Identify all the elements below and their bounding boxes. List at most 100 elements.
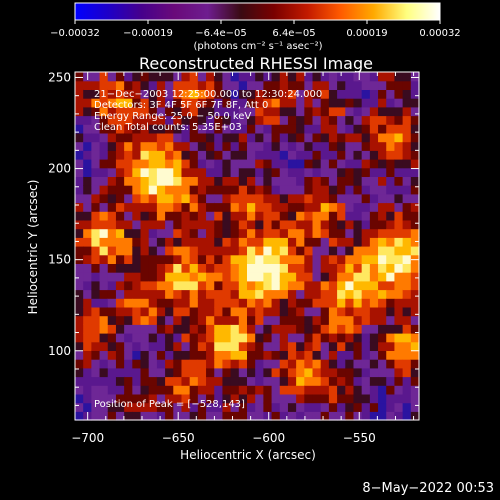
heatmap-cell: [369, 228, 379, 238]
heatmap-cell: [378, 359, 387, 369]
heatmap-cell: [263, 106, 273, 117]
heatmap-cell: [181, 176, 191, 186]
heatmap-cell: [124, 237, 133, 247]
heatmap-cell: [230, 167, 240, 177]
heatmap-cell: [296, 315, 305, 325]
heatmap-cell: [115, 411, 125, 421]
heatmap-cell: [312, 176, 322, 186]
heatmap-cell: [271, 359, 281, 369]
heatmap-cell: [107, 298, 117, 308]
heatmap-cell: [181, 272, 191, 282]
heatmap-cell: [124, 115, 133, 125]
heatmap-cell: [156, 159, 166, 169]
heatmap-cell: [132, 367, 142, 378]
heatmap-cell: [255, 272, 264, 282]
heatmap-cell: [107, 289, 117, 299]
heatmap-cell: [107, 359, 117, 369]
heatmap-cell: [165, 202, 174, 212]
heatmap-cell: [124, 228, 133, 238]
heatmap-cell: [115, 350, 125, 360]
heatmap-cell: [378, 176, 387, 186]
heatmap-cell: [271, 324, 281, 334]
heatmap-cell: [165, 246, 174, 256]
heatmap-cell: [148, 333, 158, 343]
heatmap-cell: [140, 324, 150, 334]
heatmap-cell: [91, 219, 101, 230]
heatmap-cell: [124, 333, 133, 343]
heatmap-cell: [222, 202, 232, 212]
heatmap-cell: [402, 298, 412, 308]
heatmap-cell: [304, 167, 314, 177]
heatmap-cell: [173, 411, 183, 421]
heatmap-cell: [378, 202, 387, 212]
heatmap-cell: [296, 98, 305, 108]
heatmap-cell: [386, 98, 396, 108]
heatmap-cell: [107, 393, 117, 404]
heatmap-cell: [263, 167, 273, 177]
heatmap-cell: [304, 72, 314, 82]
heatmap-cell: [222, 289, 232, 299]
heatmap-cell: [263, 132, 273, 143]
heatmap-cell: [337, 402, 346, 412]
heatmap-cell: [132, 359, 142, 369]
heatmap-cell: [206, 402, 215, 412]
heatmap-cell: [238, 72, 248, 82]
heatmap-cell: [328, 193, 338, 204]
heatmap-cell: [296, 167, 305, 177]
heatmap-cell: [361, 289, 371, 299]
heatmap-cell: [247, 315, 256, 325]
heatmap-cell: [287, 211, 297, 221]
heatmap-cell: [263, 359, 273, 369]
heatmap-cell: [156, 333, 166, 343]
heatmap-cell: [378, 272, 387, 282]
heatmap-cell: [124, 324, 133, 334]
heatmap-cell: [320, 289, 330, 299]
heatmap-cell: [140, 141, 150, 151]
heatmap-cell: [296, 80, 305, 90]
heatmap-cell: [328, 176, 338, 186]
heatmap-cell: [222, 411, 232, 421]
heatmap-cell: [132, 324, 142, 334]
heatmap-cell: [107, 376, 117, 386]
heatmap-cell: [124, 246, 133, 256]
heatmap-cell: [206, 254, 215, 264]
heatmap-cell: [181, 141, 191, 151]
heatmap-cell: [132, 350, 142, 360]
heatmap-cell: [124, 89, 133, 99]
heatmap-cell: [181, 124, 191, 134]
heatmap-cell: [279, 272, 289, 282]
heatmap-cell: [263, 98, 273, 108]
heatmap-cell: [410, 80, 420, 90]
heatmap-cell: [115, 315, 125, 325]
heatmap-cell: [410, 89, 420, 99]
heatmap-cell: [124, 211, 133, 221]
heatmap-cell: [148, 72, 158, 82]
colorbar-tick-label: 6.4e−05: [272, 28, 315, 39]
heatmap-cell: [99, 228, 109, 238]
heatmap-cell: [83, 106, 92, 117]
heatmap-cell: [337, 193, 346, 204]
heatmap-cell: [75, 385, 84, 395]
annotation-energy-range: Energy Range: 25.0 − 50.0 keV: [94, 111, 251, 122]
heatmap-cell: [410, 402, 420, 412]
heatmap-cell: [312, 237, 322, 247]
heatmap-cell: [238, 193, 248, 204]
heatmap-cell: [91, 272, 101, 282]
heatmap-cell: [124, 150, 133, 160]
heatmap-cell: [279, 402, 289, 412]
heatmap-cell: [124, 376, 133, 386]
heatmap-cell: [230, 306, 240, 317]
heatmap-cell: [271, 150, 281, 160]
heatmap-cell: [287, 367, 297, 378]
heatmap-cell: [320, 219, 330, 230]
heatmap-cell: [361, 141, 371, 151]
heatmap-cell: [238, 150, 248, 160]
heatmap-cell: [238, 185, 248, 195]
heatmap-cell: [165, 324, 174, 334]
heatmap-cell: [410, 350, 420, 360]
heatmap-cell: [222, 150, 232, 160]
heatmap-cell: [337, 159, 346, 169]
heatmap-cell: [181, 211, 191, 221]
heatmap-cell: [238, 333, 248, 343]
heatmap-cell: [337, 124, 346, 134]
